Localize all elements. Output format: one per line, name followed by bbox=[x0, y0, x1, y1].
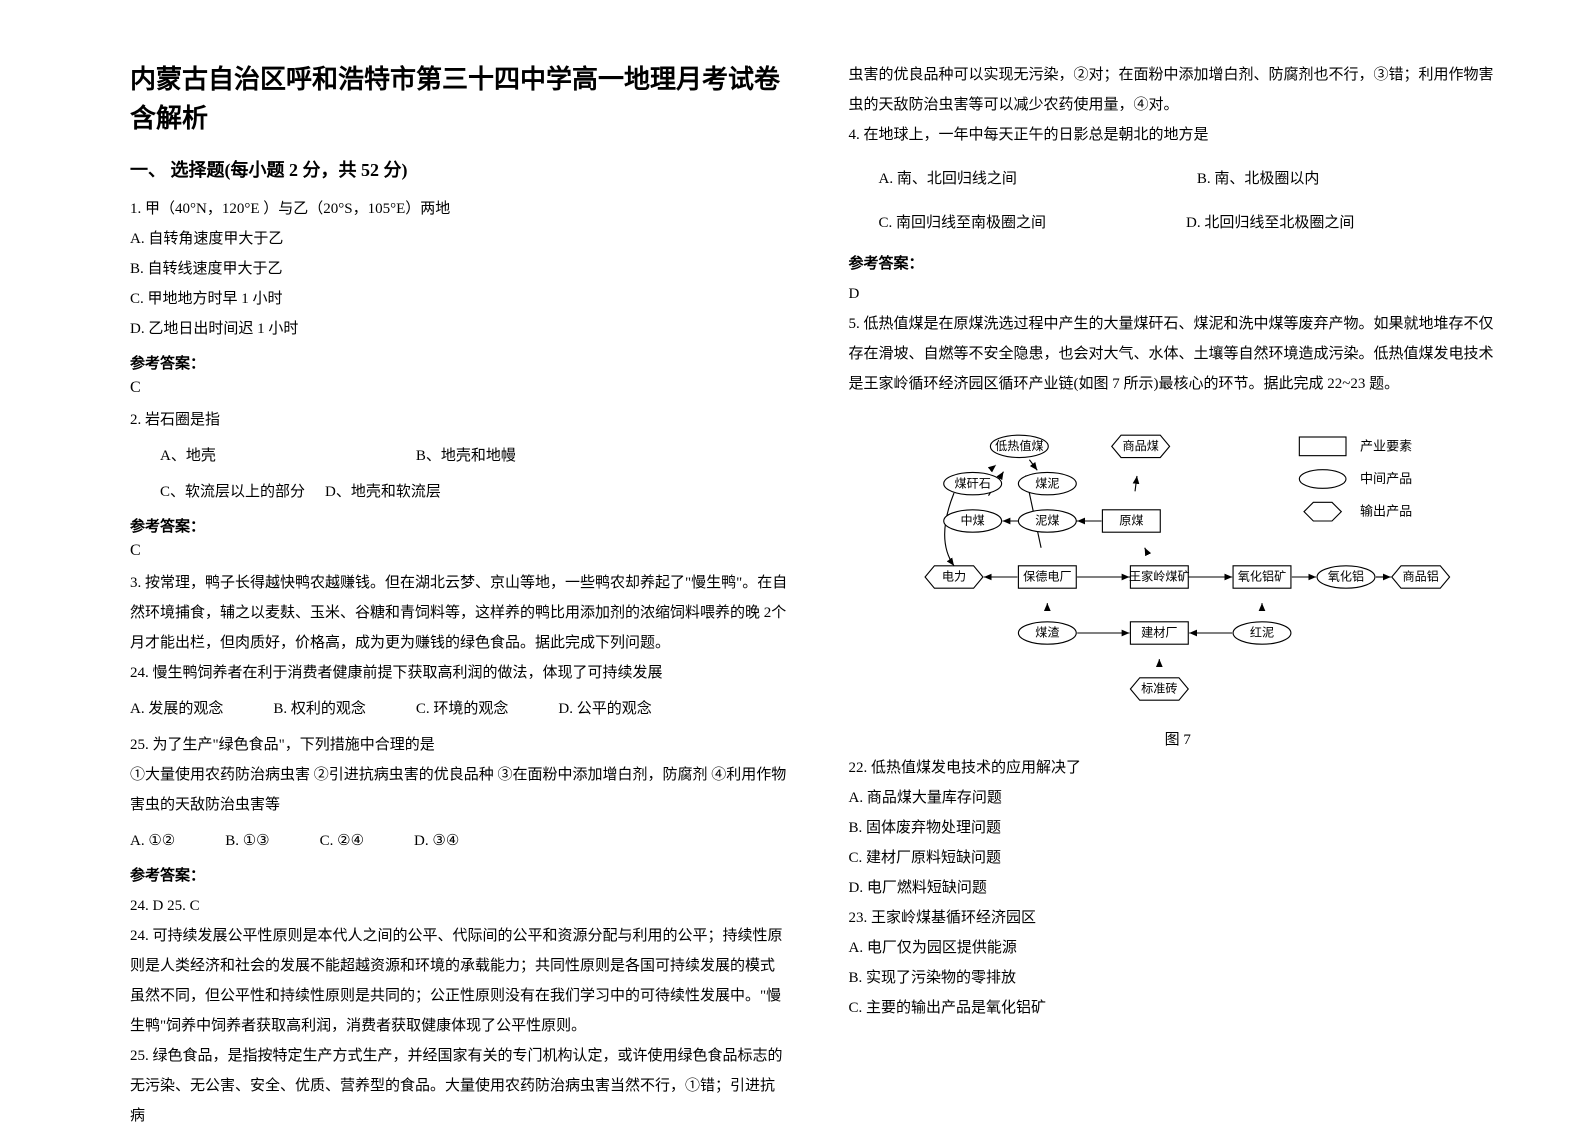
q3-q25: 25. 为了生产"绿色食品"，下列措施中合理的是 bbox=[130, 730, 789, 760]
svg-text:煤渣: 煤渣 bbox=[1035, 626, 1059, 640]
flowchart-svg: 产业要素 中间产品 输出产品 低热值煤 商品煤煤矸石 煤泥中煤 泥煤 原煤电力 保德电厂 王… bbox=[898, 409, 1458, 717]
diagram-figure-7: 产业要素 中间产品 输出产品 低热值煤 商品煤煤矸石 煤泥中煤 泥煤 原煤电力 保德电厂 王… bbox=[898, 409, 1458, 749]
q1-answer: C bbox=[130, 379, 789, 397]
q4-opts-row1: A. 南、北回归线之间 B. 南、北极圈以内 bbox=[879, 164, 1508, 194]
q2-opts-row2: C、软流层以上的部分 D、地壳和软流层 bbox=[160, 477, 789, 507]
q1-stem: 1. 甲（40°N，120°E ）与乙（20°S，105°E）两地 bbox=[130, 194, 789, 224]
svg-text:氧化铝矿: 氧化铝矿 bbox=[1237, 569, 1286, 584]
q2-opt-c: C、软流层以上的部分 bbox=[160, 477, 305, 507]
q24-opt-b: B. 权利的观念 bbox=[273, 694, 366, 724]
q22-opt-d: D. 电厂燃料短缺问题 bbox=[849, 873, 1508, 903]
q2-answer-key: 参考答案： bbox=[130, 515, 789, 536]
legend-hex-label: 输出产品 bbox=[1360, 504, 1412, 519]
q3-exp2: 25. 绿色食品，是指按特定生产方式生产，并经国家有关的专门机构认定，或许使用绿… bbox=[130, 1041, 789, 1131]
svg-text:电力: 电力 bbox=[942, 570, 966, 584]
svg-text:煤矸石: 煤矸石 bbox=[954, 476, 990, 490]
svg-text:保德电厂: 保德电厂 bbox=[1023, 569, 1072, 584]
svg-text:建材厂: 建材厂 bbox=[1141, 626, 1177, 640]
q4-answer-key: 参考答案： bbox=[849, 252, 1508, 273]
q1-opt-c: C. 甲地地方时早 1 小时 bbox=[130, 284, 789, 314]
q1-opt-a: A. 自转角速度甲大于乙 bbox=[130, 224, 789, 254]
q24-opt-c: C. 环境的观念 bbox=[416, 694, 509, 724]
svg-text:煤泥: 煤泥 bbox=[1035, 476, 1059, 490]
q1-opt-d: D. 乙地日出时间迟 1 小时 bbox=[130, 314, 789, 344]
q25-opt-b: B. ①③ bbox=[225, 826, 269, 856]
q2-answer: C bbox=[130, 542, 789, 560]
q2-stem: 2. 岩石圈是指 bbox=[130, 405, 789, 435]
svg-text:中煤: 中煤 bbox=[960, 513, 984, 528]
svg-text:低热值煤: 低热值煤 bbox=[995, 438, 1044, 453]
q4-stem: 4. 在地球上，一年中每天正午的日影总是朝北的地方是 bbox=[849, 120, 1508, 150]
q24-opt-d: D. 公平的观念 bbox=[558, 694, 651, 724]
q3-para1: 3. 按常理，鸭子长得越快鸭农越赚钱。但在湖北云梦、京山等地，一些鸭农却养起了"… bbox=[130, 568, 789, 658]
q23-opt-b: B. 实现了污染物的零排放 bbox=[849, 963, 1508, 993]
q4-opts-row2: C. 南回归线至南极圈之间 D. 北回归线至北极圈之间 bbox=[879, 208, 1508, 238]
svg-text:商品煤: 商品煤 bbox=[1122, 438, 1158, 453]
right-column: 虫害的优良品种可以实现无污染，②对；在面粉中添加增白剂、防腐剂也不行，③错；利用… bbox=[819, 60, 1538, 1082]
q2-opt-a: A、地壳 bbox=[160, 441, 216, 471]
svg-text:商品铝: 商品铝 bbox=[1402, 569, 1438, 584]
q23-opt-c: C. 主要的输出产品是氧化铝矿 bbox=[849, 993, 1508, 1023]
q4-answer: D bbox=[849, 279, 1508, 309]
svg-text:原煤: 原煤 bbox=[1119, 514, 1143, 528]
q1-opt-b: B. 自转线速度甲大于乙 bbox=[130, 254, 789, 284]
q22-opt-c: C. 建材厂原料短缺问题 bbox=[849, 843, 1508, 873]
q4-opt-b: B. 南、北极圈以内 bbox=[1197, 164, 1320, 194]
legend: 产业要素 中间产品 输出产品 bbox=[1299, 437, 1412, 521]
q25-opt-a: A. ①② bbox=[130, 826, 175, 856]
q23-opt-a: A. 电厂仅为园区提供能源 bbox=[849, 933, 1508, 963]
legend-ell-label: 中间产品 bbox=[1360, 471, 1412, 486]
svg-text:标准砖: 标准砖 bbox=[1141, 681, 1177, 696]
q3-answer: 24. D 25. C bbox=[130, 891, 789, 921]
q24-opt-a: A. 发展的观念 bbox=[130, 694, 223, 724]
q2-opts-row1: A、地壳 B、地壳和地幔 bbox=[160, 441, 789, 471]
svg-text:王家岭煤矿: 王家岭煤矿 bbox=[1129, 569, 1190, 584]
section-heading: 一、 选择题(每小题 2 分，共 52 分) bbox=[130, 156, 789, 182]
q4-opt-c: C. 南回归线至南极圈之间 bbox=[879, 208, 1047, 238]
svg-text:红泥: 红泥 bbox=[1250, 625, 1274, 640]
q4-opt-a: A. 南、北回归线之间 bbox=[879, 164, 1017, 194]
diagram-caption: 图 7 bbox=[898, 728, 1458, 749]
q25-opt-c: C. ②④ bbox=[320, 826, 364, 856]
q1-answer-key: 参考答案： bbox=[130, 352, 789, 373]
q3-answer-key: 参考答案： bbox=[130, 864, 789, 885]
q3-q25-items: ①大量使用农药防治病虫害 ②引进抗病虫害的优良品种 ③在面粉中添加增白剂，防腐剂… bbox=[130, 760, 789, 820]
q5-q22: 22. 低热值煤发电技术的应用解决了 bbox=[849, 753, 1508, 783]
q3-q24: 24. 慢生鸭饲养者在利于消费者健康前提下获取高利润的做法，体现了可持续发展 bbox=[130, 658, 789, 688]
q3-q24-opts: A. 发展的观念 B. 权利的观念 C. 环境的观念 D. 公平的观念 bbox=[130, 694, 789, 724]
q2-opt-b: B、地壳和地幔 bbox=[416, 441, 516, 471]
q22-opt-b: B. 固体废弃物处理问题 bbox=[849, 813, 1508, 843]
exam-page: 内蒙古自治区呼和浩特市第三十四中学高一地理月考试卷含解析 一、 选择题(每小题 … bbox=[0, 0, 1587, 1122]
q2-opt-d: D、地壳和软流层 bbox=[325, 477, 441, 507]
legend-rect-label: 产业要素 bbox=[1360, 438, 1412, 453]
q22-opt-a: A. 商品煤大量库存问题 bbox=[849, 783, 1508, 813]
svg-text:泥煤: 泥煤 bbox=[1035, 514, 1059, 528]
left-column: 内蒙古自治区呼和浩特市第三十四中学高一地理月考试卷含解析 一、 选择题(每小题 … bbox=[100, 60, 819, 1082]
q3-q25-opts: A. ①② B. ①③ C. ②④ D. ③④ bbox=[130, 826, 789, 856]
q5-stem: 5. 低热值煤是在原煤洗选过程中产生的大量煤矸石、煤泥和洗中煤等废弃产物。如果就… bbox=[849, 309, 1508, 399]
q3-exp3: 虫害的优良品种可以实现无污染，②对；在面粉中添加增白剂、防腐剂也不行，③错；利用… bbox=[849, 60, 1508, 120]
svg-text:氧化铝: 氧化铝 bbox=[1328, 569, 1364, 584]
exam-title: 内蒙古自治区呼和浩特市第三十四中学高一地理月考试卷含解析 bbox=[130, 60, 789, 138]
q25-opt-d: D. ③④ bbox=[414, 826, 459, 856]
q5-q23: 23. 王家岭煤基循环经济园区 bbox=[849, 903, 1508, 933]
q4-opt-d: D. 北回归线至北极圈之间 bbox=[1186, 208, 1354, 238]
q3-exp1: 24. 可持续发展公平性原则是本代人之间的公平、代际间的公平和资源分配与利用的公… bbox=[130, 921, 789, 1041]
